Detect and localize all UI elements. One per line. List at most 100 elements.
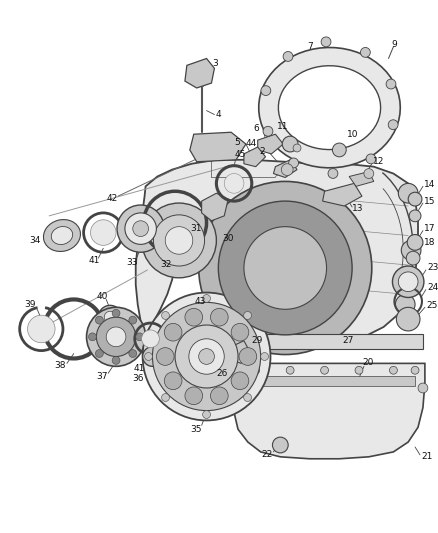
Text: 29: 29 xyxy=(252,336,263,345)
Circle shape xyxy=(88,333,96,341)
Circle shape xyxy=(112,357,120,365)
Text: 24: 24 xyxy=(427,283,438,292)
Polygon shape xyxy=(259,47,400,168)
Circle shape xyxy=(211,387,228,405)
Circle shape xyxy=(239,348,257,365)
Circle shape xyxy=(360,47,370,58)
Text: 36: 36 xyxy=(133,374,144,383)
Text: 43: 43 xyxy=(195,297,206,306)
Circle shape xyxy=(125,213,156,244)
Circle shape xyxy=(231,324,249,341)
Circle shape xyxy=(263,126,273,136)
Circle shape xyxy=(203,410,211,418)
Text: 38: 38 xyxy=(54,361,66,370)
Circle shape xyxy=(233,383,243,393)
Polygon shape xyxy=(190,132,246,161)
Text: 17: 17 xyxy=(424,224,435,233)
Text: 22: 22 xyxy=(261,450,273,459)
Circle shape xyxy=(407,235,423,251)
Polygon shape xyxy=(258,134,283,154)
Text: 14: 14 xyxy=(424,180,435,189)
Text: 9: 9 xyxy=(392,40,397,49)
Circle shape xyxy=(203,295,211,302)
Circle shape xyxy=(145,352,152,360)
Circle shape xyxy=(153,215,205,266)
Circle shape xyxy=(141,330,159,348)
Circle shape xyxy=(175,325,238,388)
Circle shape xyxy=(231,372,249,390)
Ellipse shape xyxy=(43,220,81,252)
Circle shape xyxy=(165,227,193,254)
Circle shape xyxy=(95,350,103,358)
Circle shape xyxy=(117,205,164,252)
Circle shape xyxy=(199,349,215,365)
Circle shape xyxy=(129,350,137,358)
Circle shape xyxy=(104,311,116,323)
Circle shape xyxy=(199,181,372,354)
Circle shape xyxy=(211,309,228,326)
Circle shape xyxy=(282,136,298,152)
Text: 23: 23 xyxy=(427,263,438,272)
Text: 5: 5 xyxy=(234,138,240,147)
Text: 33: 33 xyxy=(126,257,138,266)
Circle shape xyxy=(366,154,376,164)
Circle shape xyxy=(189,339,224,374)
Polygon shape xyxy=(185,59,215,88)
Text: 10: 10 xyxy=(347,130,359,139)
Circle shape xyxy=(143,293,271,421)
Circle shape xyxy=(143,346,162,366)
Polygon shape xyxy=(201,193,228,221)
Text: 34: 34 xyxy=(29,236,41,245)
Circle shape xyxy=(185,387,203,405)
Circle shape xyxy=(293,144,301,152)
Circle shape xyxy=(406,251,420,265)
Polygon shape xyxy=(244,147,265,167)
Polygon shape xyxy=(273,160,297,177)
Text: 18: 18 xyxy=(424,238,435,247)
Circle shape xyxy=(272,437,288,453)
Text: 20: 20 xyxy=(362,358,373,367)
Circle shape xyxy=(332,143,346,157)
Circle shape xyxy=(321,366,328,374)
Text: 4: 4 xyxy=(215,110,221,119)
Circle shape xyxy=(418,383,428,393)
Polygon shape xyxy=(228,341,251,364)
Text: 37: 37 xyxy=(96,372,108,381)
Circle shape xyxy=(185,309,203,326)
Circle shape xyxy=(389,366,397,374)
Text: 41: 41 xyxy=(134,364,145,373)
Circle shape xyxy=(224,174,244,193)
Text: 2: 2 xyxy=(260,148,265,156)
Circle shape xyxy=(219,201,352,335)
Circle shape xyxy=(244,311,251,319)
Circle shape xyxy=(409,210,421,222)
Polygon shape xyxy=(233,364,425,459)
Circle shape xyxy=(96,317,136,357)
Text: 30: 30 xyxy=(222,234,234,243)
Text: 44: 44 xyxy=(246,139,257,148)
Circle shape xyxy=(99,305,122,329)
Circle shape xyxy=(364,168,374,179)
Text: 41: 41 xyxy=(88,256,100,264)
Circle shape xyxy=(286,366,294,374)
Circle shape xyxy=(244,393,251,401)
Circle shape xyxy=(281,164,293,175)
Circle shape xyxy=(87,308,145,366)
Text: 25: 25 xyxy=(426,301,437,310)
Ellipse shape xyxy=(51,227,73,245)
Circle shape xyxy=(129,316,137,324)
Text: 42: 42 xyxy=(106,193,117,203)
Circle shape xyxy=(401,240,421,260)
Text: 21: 21 xyxy=(421,453,432,462)
Text: 12: 12 xyxy=(373,157,384,166)
Text: 35: 35 xyxy=(190,425,201,434)
Text: 39: 39 xyxy=(25,300,36,309)
Circle shape xyxy=(261,86,271,95)
Circle shape xyxy=(396,295,415,314)
Text: 26: 26 xyxy=(216,369,228,378)
Circle shape xyxy=(261,352,268,360)
Circle shape xyxy=(136,333,144,341)
Circle shape xyxy=(398,183,418,203)
Circle shape xyxy=(244,227,327,309)
Circle shape xyxy=(133,221,148,237)
